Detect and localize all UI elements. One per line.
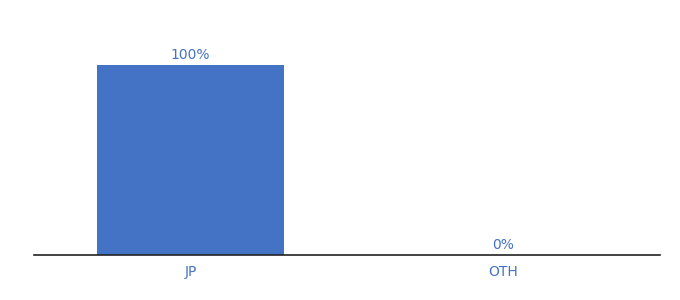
Bar <box>97 64 284 255</box>
Text: 100%: 100% <box>171 48 210 62</box>
Text: 0%: 0% <box>492 238 514 252</box>
